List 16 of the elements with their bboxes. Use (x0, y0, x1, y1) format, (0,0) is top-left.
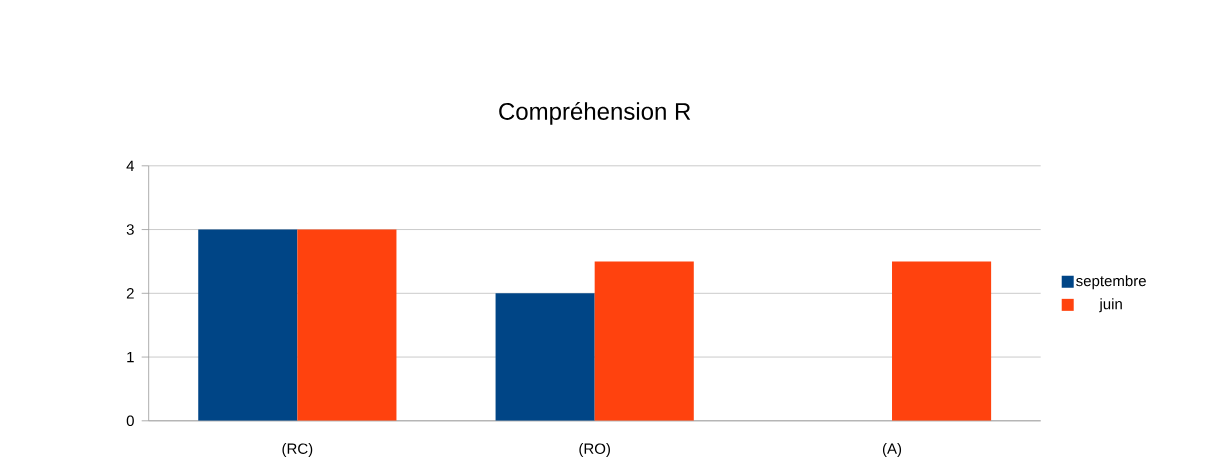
bar (495, 293, 595, 421)
legend-label: juin (1099, 298, 1122, 313)
y-tick-label: 3 (126, 224, 134, 235)
bar (892, 261, 992, 421)
x-tick-label: (A) (882, 442, 902, 457)
y-tick-label: 1 (127, 351, 134, 363)
x-tick-label: (RO) (579, 442, 610, 457)
y-tick-label: 0 (126, 415, 134, 427)
y-tick-label: 4 (126, 160, 135, 171)
bar (198, 229, 298, 421)
y-tick-label: 2 (126, 288, 134, 299)
bar (594, 261, 694, 421)
bar (297, 229, 397, 421)
legend-label: septembre (1076, 275, 1146, 290)
chart-title: Compréhension R (499, 101, 691, 125)
x-tick-label: (RC) (282, 442, 313, 457)
